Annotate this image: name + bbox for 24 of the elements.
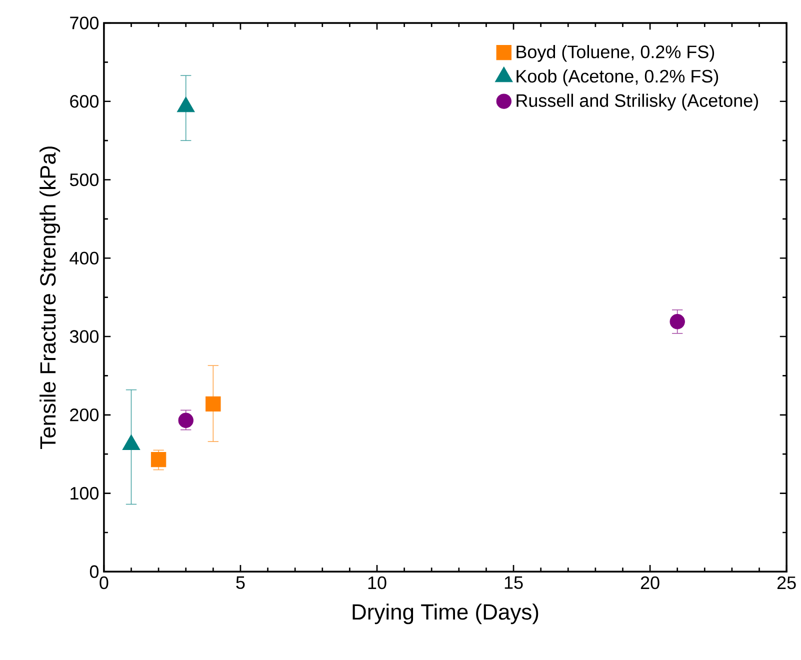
- point: [670, 314, 685, 330]
- point: [176, 96, 195, 112]
- x-tick-label: 15: [504, 576, 523, 590]
- y-tick-label: 0: [90, 565, 99, 578]
- y-tick-label: 700: [70, 16, 99, 30]
- legend-label: Koob (Acetone, 0.2% FS): [516, 70, 718, 86]
- y-tick-label: 600: [70, 95, 99, 108]
- x-tick-label: 10: [368, 576, 386, 590]
- y-tick-label: 200: [70, 408, 99, 422]
- y-tick-label: 100: [70, 487, 99, 500]
- x-tick-label: 5: [236, 576, 245, 590]
- x-tick-label: 20: [640, 576, 660, 590]
- legend-label: Boyd (Toluene, 0.2% FS): [516, 45, 714, 62]
- x-tick-label: 25: [777, 576, 796, 590]
- y-axis-title: Tensile Fracture Strength (kPa): [40, 146, 60, 450]
- y-tick-label: 500: [70, 174, 99, 186]
- x-tick-label: 0: [100, 576, 108, 590]
- y-tick-label: 400: [70, 252, 99, 265]
- y-tick-label: 300: [70, 330, 99, 344]
- point: [150, 452, 166, 468]
- point: [178, 412, 194, 428]
- point: [206, 396, 221, 412]
- legend-label: Russell and Strilisky (Acetone): [516, 94, 758, 111]
- x-axis-title: Drying Time (Days): [352, 604, 538, 624]
